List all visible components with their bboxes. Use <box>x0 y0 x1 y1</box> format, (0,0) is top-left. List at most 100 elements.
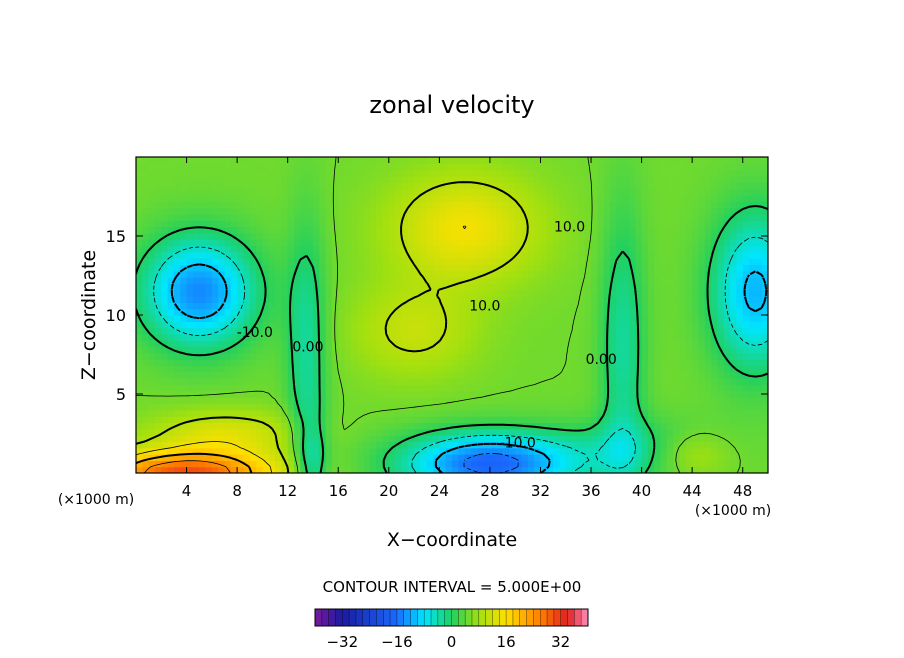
heatmap-cell <box>306 321 314 329</box>
heatmap-cell <box>742 384 750 392</box>
heatmap-cell <box>489 264 497 272</box>
heatmap-cell <box>401 315 409 322</box>
heatmap-cell <box>508 365 516 373</box>
heatmap-cell <box>312 333 320 341</box>
heatmap-cell <box>331 422 339 430</box>
heatmap-cell <box>199 321 207 329</box>
heatmap-cell <box>452 188 459 196</box>
heatmap-cell <box>477 327 485 335</box>
heatmap-cell <box>199 422 207 430</box>
heatmap-cell <box>597 397 605 405</box>
heatmap-cell <box>502 428 510 436</box>
heatmap-cell <box>723 416 731 424</box>
heatmap-cell <box>180 239 188 247</box>
heatmap-cell <box>635 371 643 379</box>
heatmap-cell <box>180 371 188 379</box>
heatmap-cell <box>742 333 750 341</box>
heatmap-cell <box>338 245 346 253</box>
heatmap-cell <box>407 359 415 367</box>
heatmap-cell <box>376 283 384 291</box>
heatmap-cell <box>685 409 693 417</box>
heatmap-cell <box>268 175 276 183</box>
heatmap-cell <box>641 302 649 310</box>
heatmap-cell <box>540 232 548 240</box>
heatmap-cell <box>546 245 554 253</box>
heatmap-cell <box>414 441 421 449</box>
heatmap-cell <box>350 428 358 436</box>
heatmap-cell <box>572 327 579 335</box>
heatmap-cell <box>496 315 504 322</box>
heatmap-cell <box>249 397 257 405</box>
heatmap-cell <box>654 384 662 392</box>
heatmap-cell <box>218 346 226 354</box>
heatmap-cell <box>211 384 219 392</box>
heatmap-cell <box>420 226 428 234</box>
heatmap-cell <box>287 428 295 436</box>
heatmap-cell <box>477 194 485 202</box>
heatmap-cell <box>388 239 396 247</box>
heatmap-cell <box>540 201 548 209</box>
heatmap-cell <box>559 302 567 310</box>
heatmap-cell <box>628 441 636 449</box>
heatmap-cell <box>218 447 226 455</box>
heatmap-cell <box>199 460 207 468</box>
heatmap-cell <box>679 346 687 354</box>
heatmap-cell <box>350 245 358 253</box>
heatmap-cell <box>654 454 662 461</box>
heatmap-cell <box>591 194 598 202</box>
heatmap-cell <box>306 447 314 455</box>
heatmap-cell <box>306 346 314 354</box>
heatmap-cell <box>635 296 643 303</box>
heatmap-cell <box>268 321 276 329</box>
heatmap-cell <box>578 169 586 177</box>
heatmap-cell <box>344 346 352 354</box>
heatmap-cell <box>350 390 358 398</box>
heatmap-cell <box>376 441 384 449</box>
heatmap-cell <box>584 315 592 322</box>
heatmap-cell <box>742 308 750 316</box>
heatmap-cell <box>502 270 510 278</box>
heatmap-cell <box>407 403 415 411</box>
heatmap-cell <box>312 340 320 348</box>
heatmap-cell <box>591 232 598 240</box>
heatmap-cell <box>508 403 516 411</box>
heatmap-cell <box>262 302 270 310</box>
heatmap-cell <box>755 409 763 417</box>
heatmap-cell <box>527 441 535 449</box>
heatmap-cell <box>521 409 529 417</box>
heatmap-cell <box>300 315 308 322</box>
heatmap-cell <box>363 422 371 430</box>
heatmap-cell <box>578 207 586 215</box>
heatmap-cell <box>458 416 466 424</box>
heatmap-cell <box>243 390 251 398</box>
heatmap-cell <box>698 441 706 449</box>
heatmap-cell <box>211 201 219 209</box>
heatmap-cell <box>420 157 428 164</box>
heatmap-cell <box>477 264 485 272</box>
heatmap-cell <box>647 213 655 221</box>
heatmap-cell <box>470 277 478 284</box>
heatmap-cell <box>363 403 371 411</box>
heatmap-cell <box>243 270 251 278</box>
heatmap-cell <box>154 289 162 297</box>
heatmap-cell <box>237 201 245 209</box>
heatmap-cell <box>218 403 226 411</box>
heatmap-cell <box>452 201 459 209</box>
heatmap-cell <box>401 308 409 316</box>
heatmap-cell <box>698 371 706 379</box>
heatmap-cell <box>647 277 655 284</box>
heatmap-cell <box>464 378 472 386</box>
heatmap-cell <box>325 264 333 272</box>
heatmap-cell <box>312 409 320 417</box>
heatmap-cell <box>591 340 598 348</box>
heatmap-cell <box>439 321 447 329</box>
heatmap-cell <box>414 201 421 209</box>
heatmap-cell <box>635 175 643 183</box>
heatmap-cell <box>218 409 226 417</box>
heatmap-cell <box>357 163 365 171</box>
heatmap-cell <box>578 264 586 272</box>
heatmap-cell <box>395 283 403 291</box>
heatmap-cell <box>218 340 226 348</box>
heatmap-cell <box>616 270 624 278</box>
heatmap-cell <box>218 175 226 183</box>
